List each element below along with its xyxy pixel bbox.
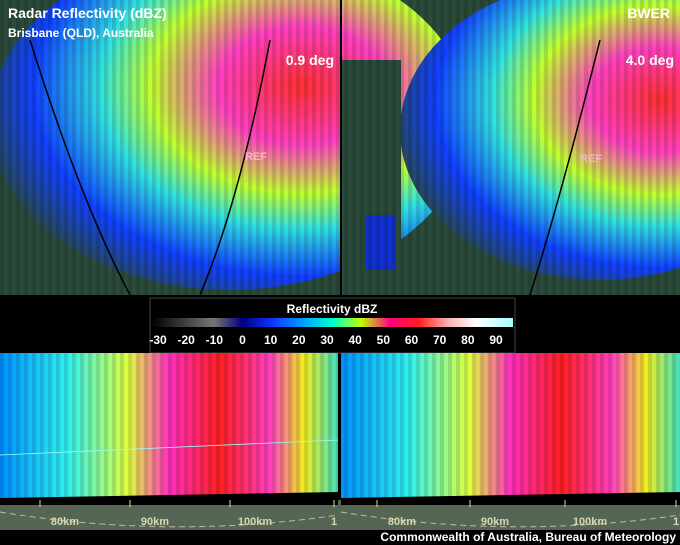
colorbar-tick-label: 60: [405, 333, 419, 347]
colorbar-tick-label: 20: [292, 333, 306, 347]
feature-label: BWER: [627, 5, 670, 21]
colorbar: [152, 318, 513, 327]
colorbar-tick-label: -10: [206, 333, 224, 347]
range-label: 90km: [481, 516, 509, 528]
range-label: 1: [331, 516, 337, 528]
colorbar-title: Reflectivity dBZ: [287, 302, 378, 316]
colorbar-tick-label: -30: [149, 333, 167, 347]
colorbar-tick-label: 30: [320, 333, 334, 347]
colorbar-tick-label: 0: [239, 333, 246, 347]
colorbar-tick-label: 70: [433, 333, 447, 347]
title: Radar Reflectivity (dBZ): [8, 5, 167, 21]
colorbar-tick-label: 40: [348, 333, 362, 347]
range-label: 90km: [141, 516, 169, 528]
subtitle: Brisbane (QLD), Australia: [8, 26, 154, 40]
colorbar-tick-label: 10: [264, 333, 278, 347]
range-label: 100km: [238, 516, 272, 528]
range-label: 1: [673, 516, 679, 528]
marker-label: REF: [580, 153, 602, 165]
colorbar-tick-label: -20: [177, 333, 195, 347]
range-label: 80km: [51, 516, 79, 528]
range-label: 100km: [573, 516, 607, 528]
colorbar-tick-label: 50: [377, 333, 391, 347]
marker-label: REF: [245, 151, 267, 163]
colorbar-tick-label: 90: [489, 333, 503, 347]
colorbar-tick-label: 80: [461, 333, 475, 347]
elevation-label: 4.0 deg: [626, 52, 674, 68]
range-label: 80km: [388, 516, 416, 528]
elevation-label: 0.9 deg: [286, 52, 334, 68]
credit: Commonwealth of Australia, Bureau of Met…: [380, 530, 676, 544]
